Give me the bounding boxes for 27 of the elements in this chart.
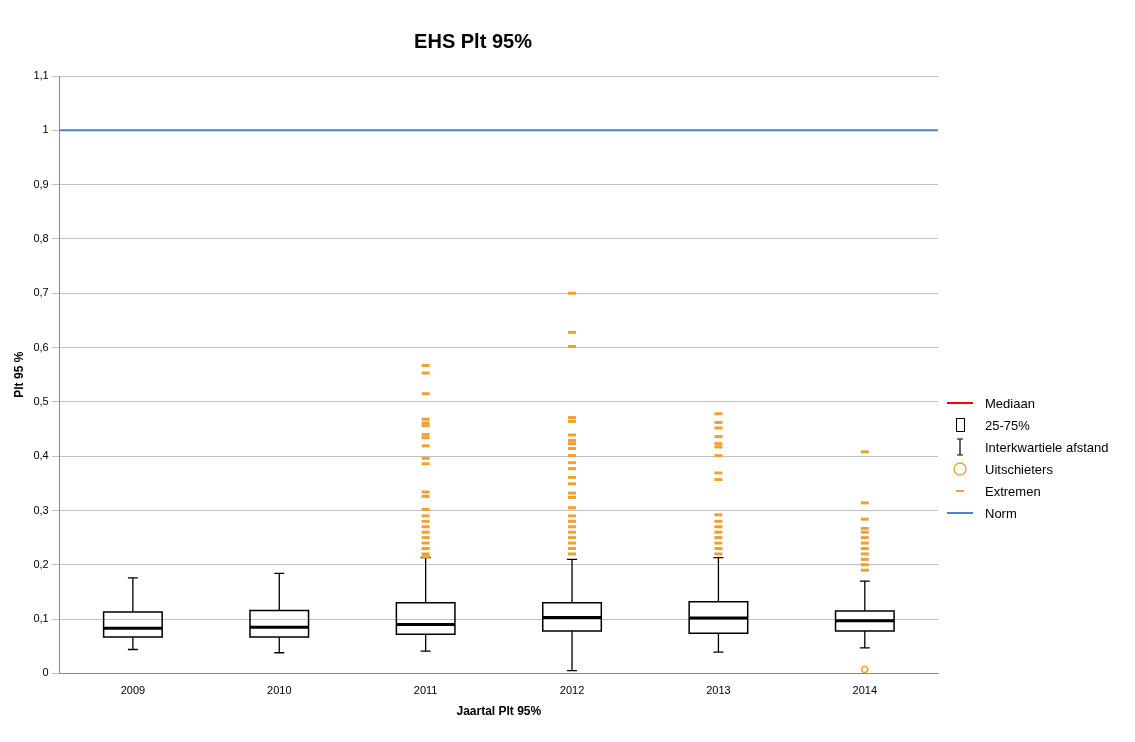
x-tick-label: 2009: [120, 684, 146, 697]
x-tick-label: 2014: [852, 684, 878, 697]
text: Interkwartiele afstand: [985, 439, 1109, 455]
x-axis-title: Jaartal Plt 95%: [456, 704, 542, 719]
y-tick-label: 0,2: [33, 557, 49, 570]
text: Uitschieters: [985, 461, 1053, 477]
y-tick-label: 0,3: [33, 503, 49, 516]
y-tick-label: 0,4: [33, 449, 49, 462]
x-tick-label: 2010: [267, 684, 292, 697]
x-tick-label: 2012: [559, 684, 585, 697]
y-tick-label: 0,9: [33, 177, 49, 190]
y-tick-label: 0,7: [33, 286, 49, 299]
y-tick-label: 0,5: [33, 394, 49, 407]
chart-title: EHS Plt 95%: [414, 29, 533, 52]
y-axis-title: Plt 95 %: [11, 351, 26, 398]
y-tick-label: 0,1: [33, 612, 49, 625]
y-tick-label: 1: [42, 123, 49, 136]
text: Mediaan: [985, 395, 1035, 411]
legend-label: Norm: [985, 505, 1017, 521]
y-tick-label: 0,6: [33, 340, 49, 353]
y-tick-label: 0,8: [33, 231, 49, 244]
x-tick-label: 2011: [413, 684, 438, 697]
y-tick-label: 1,1: [33, 69, 49, 82]
y-tick-label: 0: [42, 666, 49, 679]
legend-label: 25-75%: [985, 417, 1030, 433]
text: Extremen: [985, 483, 1041, 499]
x-tick-label: 2013: [706, 684, 731, 697]
